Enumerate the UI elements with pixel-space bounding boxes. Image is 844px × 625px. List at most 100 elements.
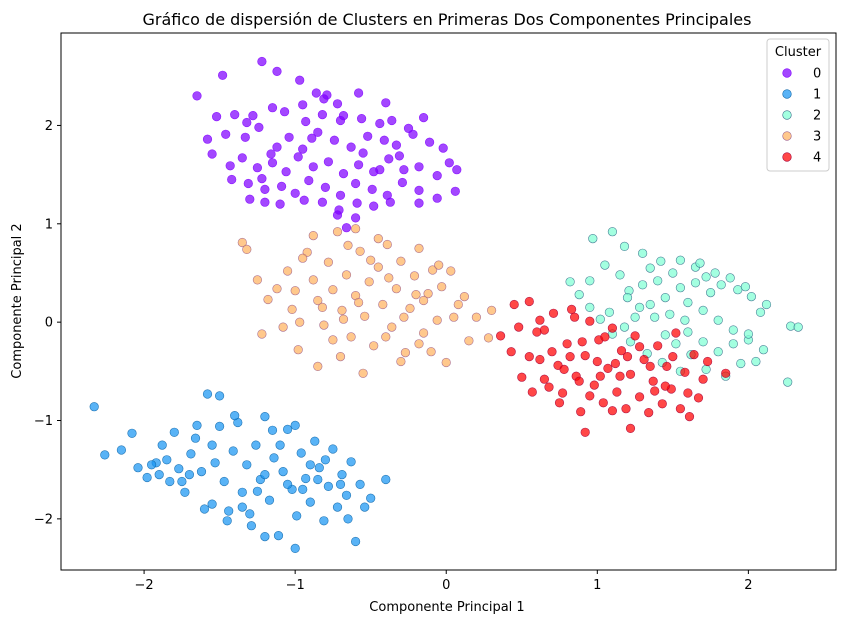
data-point-cluster-3 [381, 332, 391, 342]
data-point-cluster-3 [437, 282, 447, 292]
data-point-cluster-2 [680, 315, 690, 325]
data-point-cluster-3 [411, 290, 421, 300]
data-point-cluster-0 [257, 174, 267, 184]
data-point-cluster-0 [284, 132, 294, 142]
data-point-cluster-2 [653, 276, 663, 286]
data-point-cluster-3 [338, 314, 349, 324]
data-point-cluster-4 [612, 387, 622, 397]
data-point-cluster-2 [725, 273, 735, 283]
data-point-cluster-4 [580, 427, 590, 437]
data-point-cluster-3 [343, 240, 353, 250]
data-point-cluster-1 [162, 455, 172, 465]
data-point-cluster-2 [675, 283, 686, 293]
data-point-cluster-1 [264, 495, 275, 505]
data-point-cluster-0 [267, 158, 278, 168]
data-point-cluster-3 [355, 246, 365, 256]
data-point-cluster-4 [524, 296, 534, 307]
data-point-cluster-1 [237, 502, 247, 512]
data-point-cluster-0 [432, 193, 442, 203]
data-point-cluster-4 [585, 316, 595, 326]
data-point-cluster-1 [184, 470, 194, 480]
data-point-cluster-0 [354, 160, 364, 170]
data-point-cluster-0 [452, 165, 462, 175]
data-point-cluster-4 [634, 392, 645, 402]
data-point-cluster-4 [562, 339, 572, 349]
data-point-cluster-1 [100, 450, 110, 460]
chart-title: Gráfico de dispersión de Clusters en Pri… [143, 10, 752, 29]
data-point-cluster-0 [384, 154, 394, 164]
data-point-cluster-4 [585, 391, 595, 401]
data-point-cluster-0 [375, 165, 385, 175]
data-point-cluster-2 [574, 290, 584, 300]
data-point-cluster-0 [323, 157, 334, 167]
data-point-cluster-1 [252, 486, 262, 496]
data-point-cluster-4 [645, 361, 655, 372]
legend-marker-cluster-0 [782, 68, 792, 78]
data-point-cluster-0 [218, 70, 228, 80]
data-point-cluster-1 [246, 521, 256, 531]
data-point-cluster-3 [328, 335, 338, 345]
data-point-cluster-0 [397, 177, 408, 188]
legend-label-cluster-3: 3 [813, 130, 821, 145]
data-point-cluster-0 [332, 99, 343, 109]
data-point-cluster-0 [260, 197, 270, 207]
data-point-cluster-2 [588, 234, 598, 244]
data-point-cluster-4 [514, 322, 524, 332]
data-point-cluster-3 [414, 339, 424, 349]
data-point-cluster-4 [566, 304, 577, 315]
data-point-cluster-1 [355, 479, 365, 490]
data-point-cluster-3 [446, 266, 456, 276]
data-point-cluster-2 [683, 297, 693, 308]
data-point-cluster-1 [222, 516, 232, 526]
data-point-cluster-1 [310, 436, 320, 446]
data-point-cluster-2 [783, 377, 793, 387]
data-point-cluster-3 [335, 352, 346, 362]
data-point-cluster-0 [317, 109, 328, 120]
data-point-cluster-0 [381, 98, 391, 108]
data-point-cluster-1 [298, 484, 308, 495]
data-point-cluster-3 [399, 312, 409, 322]
data-point-cluster-0 [414, 185, 424, 195]
data-point-cluster-0 [346, 142, 356, 152]
data-point-cluster-4 [702, 356, 713, 367]
data-point-cluster-3 [283, 266, 293, 276]
data-point-cluster-1 [199, 504, 210, 514]
data-point-cluster-1 [237, 487, 247, 497]
data-point-cluster-0 [280, 107, 290, 117]
data-point-cluster-1 [174, 464, 184, 474]
data-point-cluster-2 [600, 260, 610, 270]
x-tick-label: −1 [286, 578, 305, 593]
data-point-cluster-4 [565, 352, 575, 362]
y-tick-label: −1 [34, 414, 53, 429]
data-point-cluster-3 [396, 256, 406, 266]
data-point-cluster-4 [589, 380, 599, 390]
data-point-cluster-2 [728, 339, 738, 349]
data-point-cluster-3 [428, 265, 438, 275]
data-point-cluster-1 [267, 425, 278, 435]
data-point-cluster-0 [245, 194, 255, 204]
data-point-cluster-1 [251, 440, 261, 450]
data-point-cluster-0 [450, 186, 460, 196]
data-point-cluster-1 [296, 448, 306, 458]
data-point-cluster-2 [634, 302, 645, 313]
data-point-cluster-0 [298, 144, 308, 154]
data-point-cluster-4 [671, 328, 681, 338]
legend-label-cluster-2: 2 [813, 109, 821, 124]
data-point-cluster-3 [323, 257, 334, 267]
data-point-cluster-2 [565, 277, 575, 287]
data-point-cluster-0 [307, 133, 317, 143]
data-point-cluster-0 [272, 142, 282, 152]
data-point-cluster-1 [207, 440, 217, 450]
data-point-cluster-4 [544, 382, 554, 392]
data-point-cluster-2 [683, 327, 693, 337]
data-point-cluster-0 [391, 140, 402, 150]
data-point-cluster-3 [242, 244, 252, 254]
data-point-cluster-1 [230, 411, 240, 421]
data-point-cluster-0 [252, 163, 262, 173]
data-point-cluster-0 [308, 162, 318, 172]
data-point-cluster-3 [373, 262, 383, 272]
data-point-cluster-3 [378, 299, 388, 310]
data-point-cluster-1 [305, 460, 315, 470]
data-point-cluster-0 [227, 174, 237, 185]
data-point-cluster-1 [142, 472, 152, 483]
